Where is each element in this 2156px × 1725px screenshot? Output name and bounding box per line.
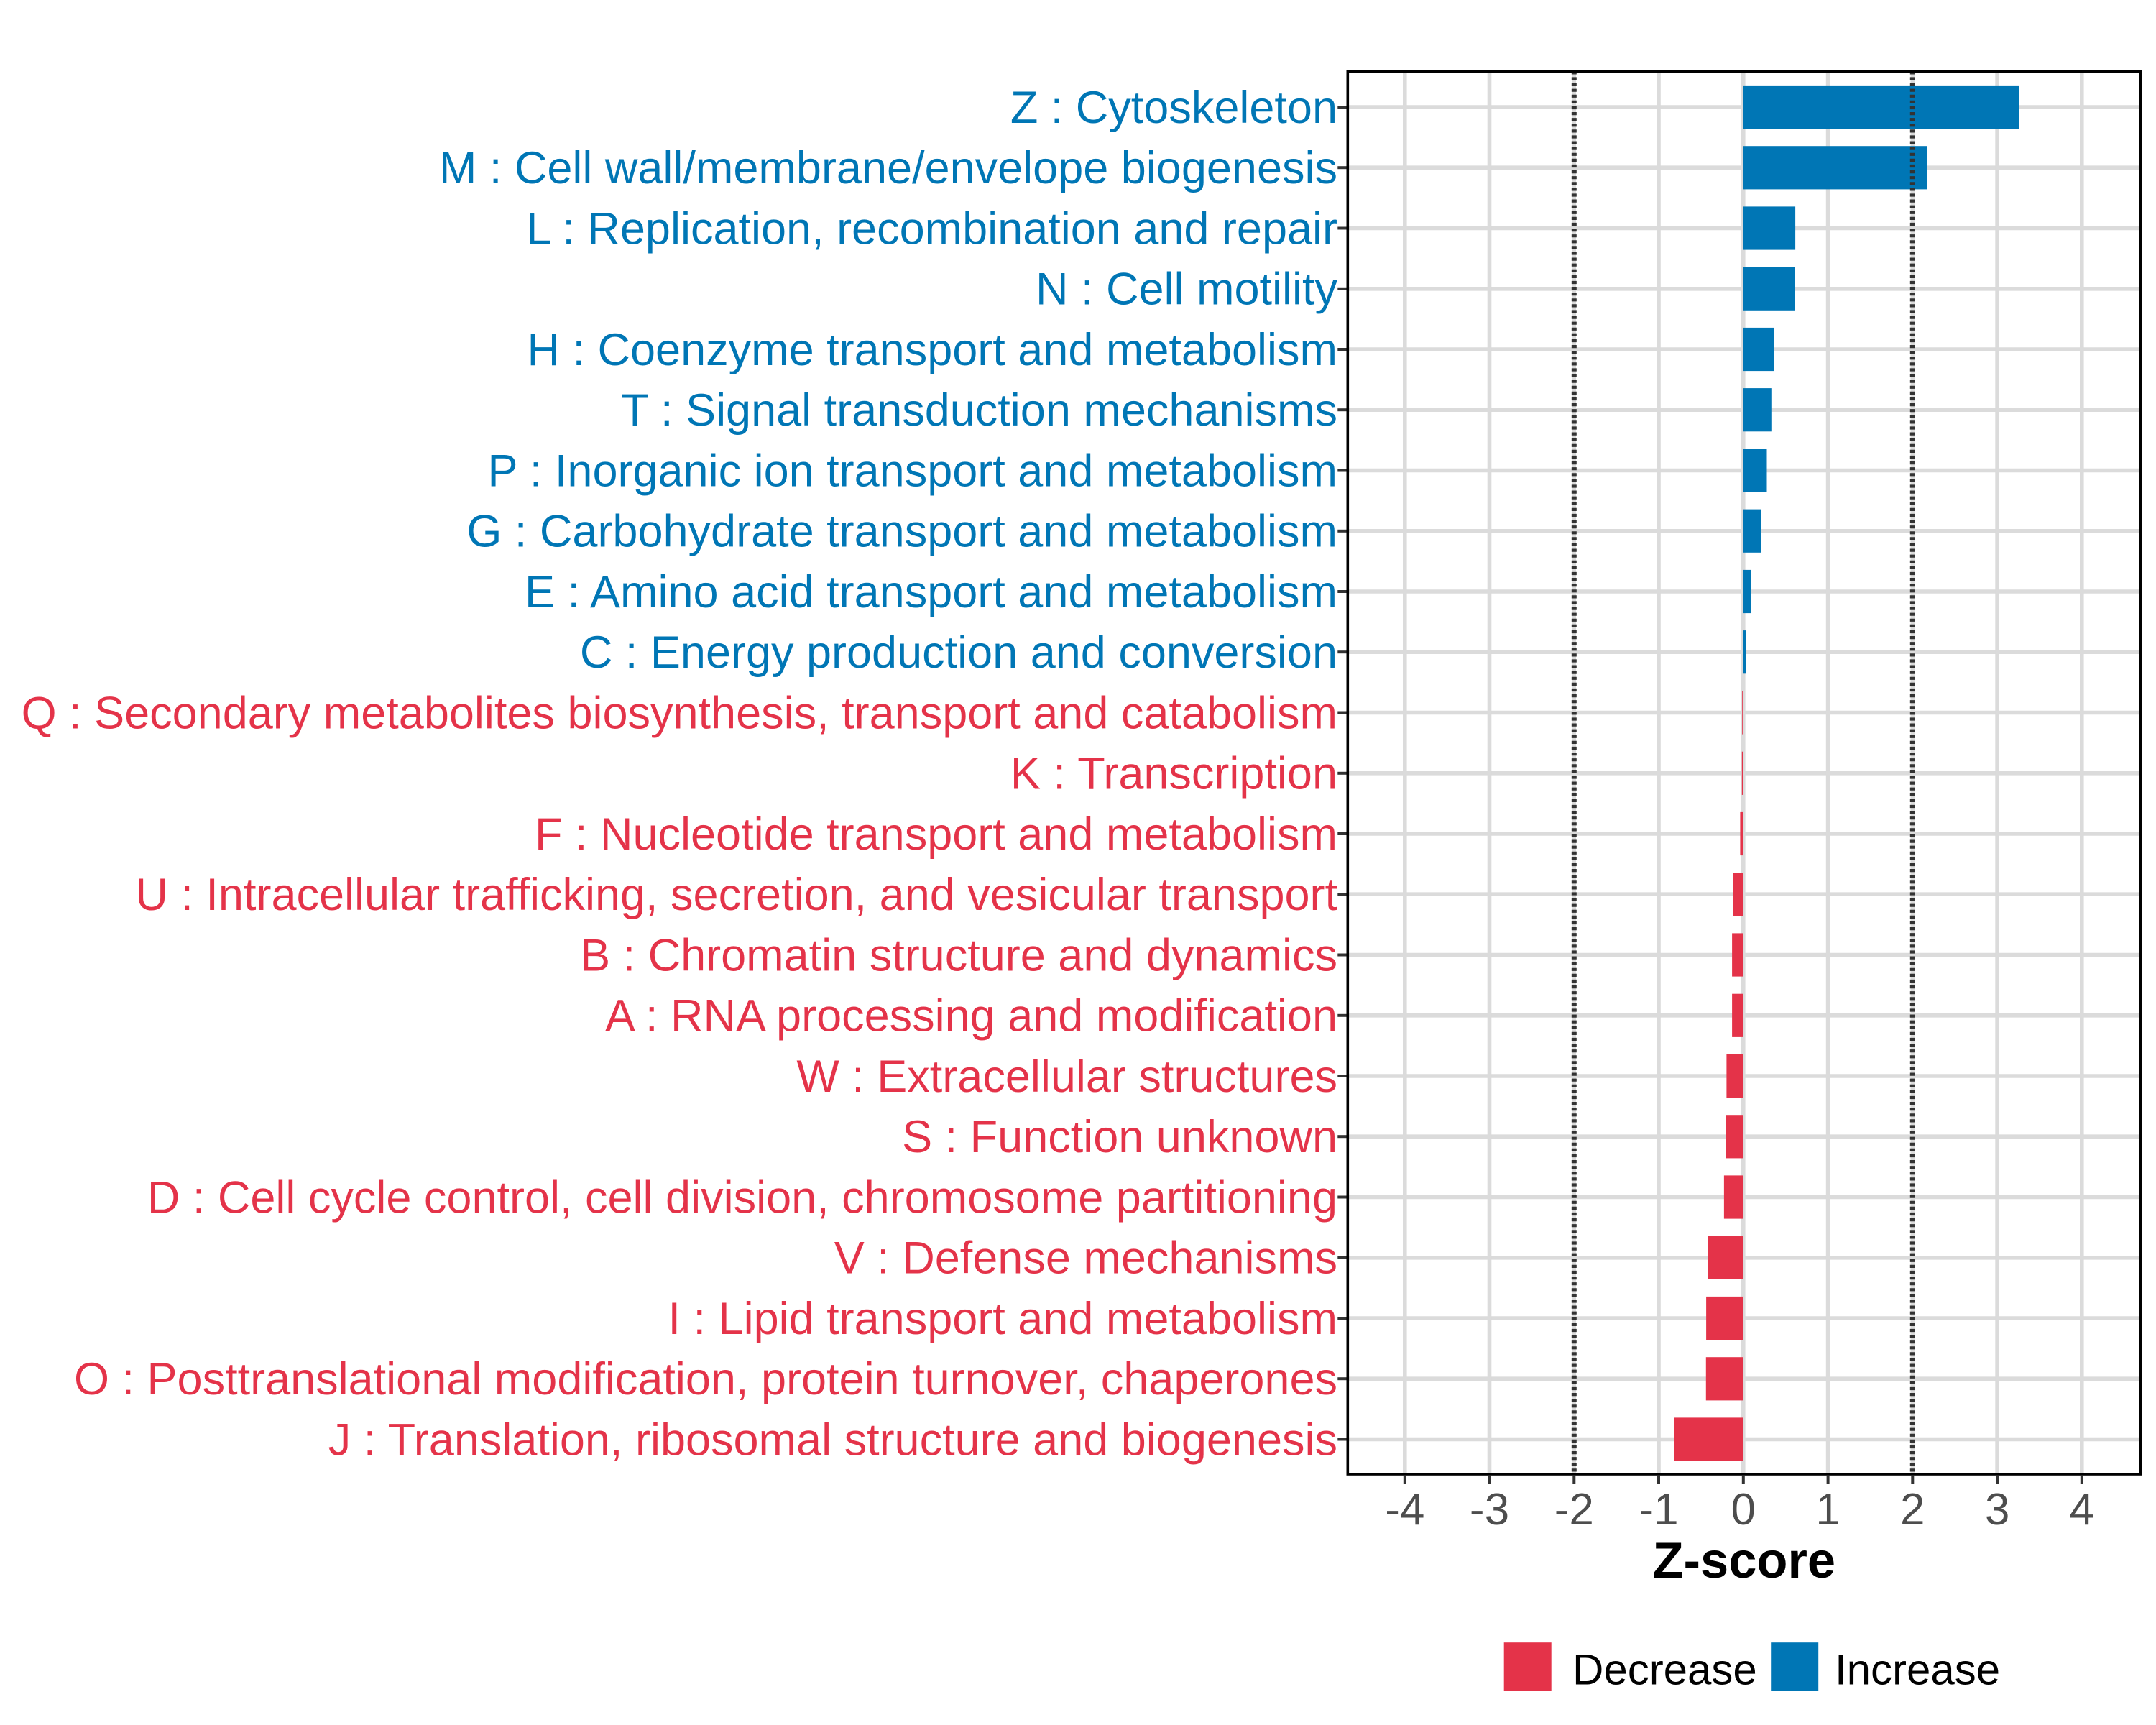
svg-text:Decrease: Decrease (1572, 1646, 1757, 1694)
svg-text:Z : Cytoskeleton: Z : Cytoskeleton (1010, 83, 1337, 133)
svg-text:N : Cell motility: N : Cell motility (1036, 264, 1338, 315)
svg-text:W : Extracellular structures: W : Extracellular structures (796, 1052, 1337, 1102)
svg-text:F : Nucleotide transport and m: F : Nucleotide transport and metabolism (535, 809, 1337, 860)
svg-text:V : Defense mechanisms: V : Defense mechanisms (834, 1233, 1337, 1284)
svg-text:M : Cell wall/membrane/envelop: M : Cell wall/membrane/envelope biogenes… (439, 143, 1337, 193)
svg-text:H : Coenzyme transport and met: H : Coenzyme transport and metabolism (528, 325, 1337, 375)
svg-text:3: 3 (1985, 1485, 2009, 1535)
svg-text:C : Energy production and conv: C : Energy production and conversion (580, 627, 1337, 678)
svg-text:-3: -3 (1470, 1485, 1509, 1535)
svg-text:K : Transcription: K : Transcription (1010, 749, 1337, 799)
svg-text:Q : Secondary metabolites bios: Q : Secondary metabolites biosynthesis, … (22, 688, 1337, 738)
svg-text:0: 0 (1731, 1485, 1756, 1535)
svg-text:G : Carbohydrate transport and: G : Carbohydrate transport and metabolis… (466, 507, 1337, 557)
svg-text:D : Cell cycle control, cell d: D : Cell cycle control, cell division, c… (147, 1172, 1337, 1223)
svg-text:O : Posttranslational modifica: O : Posttranslational modification, prot… (74, 1354, 1337, 1404)
svg-text:-2: -2 (1554, 1485, 1594, 1535)
svg-text:J : Translation, ribosomal str: J : Translation, ribosomal structure and… (328, 1414, 1337, 1465)
svg-text:S : Function unknown: S : Function unknown (902, 1112, 1337, 1162)
svg-text:A : RNA processing and modific: A : RNA processing and modification (605, 991, 1337, 1041)
svg-text:P : Inorganic ion transport an: P : Inorganic ion transport and metaboli… (488, 446, 1337, 496)
svg-text:-4: -4 (1385, 1485, 1424, 1535)
svg-text:B : Chromatin structure and dy: B : Chromatin structure and dynamics (580, 930, 1337, 980)
svg-text:-1: -1 (1639, 1485, 1678, 1535)
svg-text:4: 4 (2070, 1485, 2094, 1535)
svg-text:2: 2 (1900, 1485, 1925, 1535)
svg-text:L : Replication, recombination: L : Replication, recombination and repai… (526, 203, 1337, 254)
svg-text:I : Lipid transport and metabo: I : Lipid transport and metabolism (668, 1294, 1337, 1344)
svg-text:1: 1 (1815, 1485, 1840, 1535)
svg-text:Increase: Increase (1835, 1646, 2000, 1694)
svg-text:U : Intracellular trafficking,: U : Intracellular trafficking, secretion… (135, 870, 1337, 920)
svg-text:E : Amino acid transport and m: E : Amino acid transport and metabolism (525, 567, 1337, 617)
svg-text:Z-score: Z-score (1652, 1532, 1835, 1588)
svg-text:T : Signal transduction mechan: T : Signal transduction mechanisms (621, 385, 1337, 436)
